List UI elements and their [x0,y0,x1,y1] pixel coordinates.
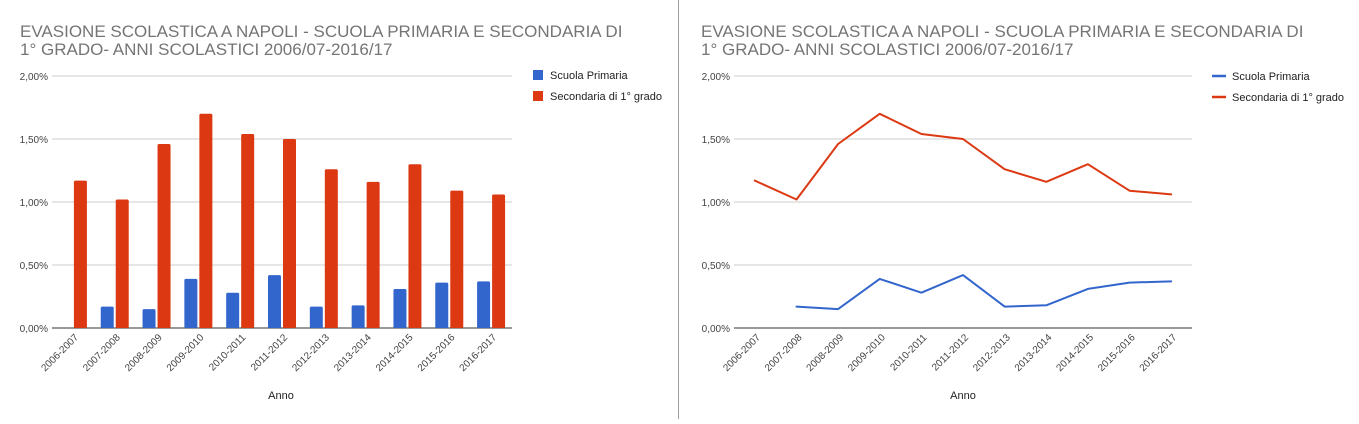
y-tick-label: 1,00% [702,198,730,209]
x-tick-label-2006-2007: 2006-2007 [721,332,763,374]
y-tick-label: 1,00% [20,198,48,209]
y-tick-label: 2,00% [702,72,730,83]
bar-scuola-primaria-2013-2014 [351,305,365,328]
line-secondaria-di-1-grado [753,112,1173,201]
line-scuola-primaria [795,274,1173,311]
x-tick-label-2016-2017: 2016-2017 [458,332,500,374]
x-tick-label-2011-2012: 2011-2012 [249,332,290,373]
y-tick-label: 0,50% [702,261,730,272]
bar-secondaria-di-1-grado-2014-2015 [408,164,422,328]
bar-secondaria-di-1-grado-2009-2010 [199,113,213,328]
x-tick-label-2009-2010: 2009-2010 [846,332,888,374]
bar-secondaria-di-1-grado-2008-2009 [157,144,171,328]
y-tick-label: 2,00% [20,72,48,83]
bar-secondaria-di-1-grado-2015-2016 [450,190,464,328]
bar-scuola-primaria-2010-2011 [226,292,240,328]
panel-divider [678,0,679,419]
bar-scuola-primaria-2008-2009 [142,309,156,328]
x-tick-label-2010-2011: 2010-2011 [888,332,929,373]
legend-label-primaria: Scuola Primaria [550,70,629,82]
x-tick-label-2013-2014: 2013-2014 [1013,332,1055,374]
lines [753,112,1173,311]
bar-chart-panel: EVASIONE SCOLASTICA A NAPOLI - SCUOLA PR… [0,0,679,419]
legend-swatch-secondaria [533,91,543,101]
chart-title-line-2: 1° GRADO- ANNI SCOLASTICI 2006/07-2016/1… [701,40,1073,59]
x-tick-label-2012-2013: 2012-2013 [971,332,1013,374]
x-tick-label-2013-2014: 2013-2014 [332,332,374,374]
x-tick-label-2015-2016: 2015-2016 [1096,332,1138,374]
x-axis-ticks: 2006-2007 2007-2008 2008-2009 2009-2010 2010… [39,332,499,374]
legend-label-primaria: Scuola Primaria [1232,71,1311,83]
bar-scuola-primaria-2015-2016 [435,282,449,328]
legend-label-secondaria: Secondaria di 1° grado [1232,92,1344,104]
x-tick-label-2011-2012: 2011-2012 [930,332,971,373]
x-tick-label-2014-2015: 2014-2015 [1054,332,1096,374]
legend: Scuola Primaria Secondaria di 1° grado [533,70,662,103]
x-tick-label-2009-2010: 2009-2010 [165,332,207,374]
bar-secondaria-di-1-grado-2016-2017 [492,194,506,328]
legend-label-secondaria: Secondaria di 1° grado [550,91,662,103]
x-axis-title: Anno [950,390,976,402]
gridlines [734,75,1192,329]
x-tick-label-2007-2008: 2007-2008 [763,332,805,374]
x-axis-title: Anno [268,390,294,402]
bar-secondaria-di-1-grado-2010-2011 [241,133,255,328]
legend: Scuola Primaria Secondaria di 1° grado [1212,71,1344,104]
y-tick-label: 0,00% [20,324,48,335]
y-tick-label: 1,50% [20,135,48,146]
bar-secondaria-di-1-grado-2012-2013 [324,169,338,328]
x-tick-label-2008-2009: 2008-2009 [123,332,165,374]
x-tick-label-2008-2009: 2008-2009 [805,332,847,374]
bars [73,113,506,328]
chart-title-line-2: 1° GRADO- ANNI SCOLASTICI 2006/07-2016/1… [20,40,392,59]
chart-title-line-1: EVASIONE SCOLASTICA A NAPOLI - SCUOLA PR… [20,22,622,41]
x-tick-label-2016-2017: 2016-2017 [1138,332,1180,374]
y-tick-label: 0,00% [702,324,730,335]
x-tick-label-2010-2011: 2010-2011 [207,332,248,373]
y-tick-label: 1,50% [702,135,730,146]
bar-scuola-primaria-2016-2017 [477,281,491,328]
bar-scuola-primaria-2007-2008 [100,306,114,328]
bar-secondaria-di-1-grado-2011-2012 [283,139,296,328]
x-axis-ticks: 2006-2007 2007-2008 2008-2009 2009-2010 2010… [721,332,1179,374]
bar-scuola-primaria-2011-2012 [268,275,281,328]
bar-scuola-primaria-2012-2013 [309,306,323,328]
y-axis-ticks: 0,00% 0,50% 1,00% 1,50% 2,00% [702,72,730,335]
x-tick-label-2014-2015: 2014-2015 [374,332,416,374]
legend-swatch-primaria [533,70,543,80]
x-tick-label-2006-2007: 2006-2007 [39,332,81,374]
y-tick-label: 0,50% [20,261,48,272]
line-chart: EVASIONE SCOLASTICA A NAPOLI - SCUOLA PR… [701,22,1344,402]
bar-secondaria-di-1-grado-2006-2007 [73,180,87,328]
bar-scuola-primaria-2009-2010 [184,278,198,328]
x-tick-label-2015-2016: 2015-2016 [416,332,458,374]
bar-secondaria-di-1-grado-2007-2008 [115,199,129,328]
bar-chart: EVASIONE SCOLASTICA A NAPOLI - SCUOLA PR… [20,22,662,402]
y-axis-ticks: 0,00% 0,50% 1,00% 1,50% 2,00% [20,72,48,335]
x-tick-label-2007-2008: 2007-2008 [81,332,123,374]
chart-title-line-1: EVASIONE SCOLASTICA A NAPOLI - SCUOLA PR… [701,22,1303,41]
line-chart-panel: EVASIONE SCOLASTICA A NAPOLI - SCUOLA PR… [680,0,1359,419]
bar-scuola-primaria-2014-2015 [393,288,407,328]
x-tick-label-2012-2013: 2012-2013 [290,332,332,374]
bar-secondaria-di-1-grado-2013-2014 [366,181,380,328]
